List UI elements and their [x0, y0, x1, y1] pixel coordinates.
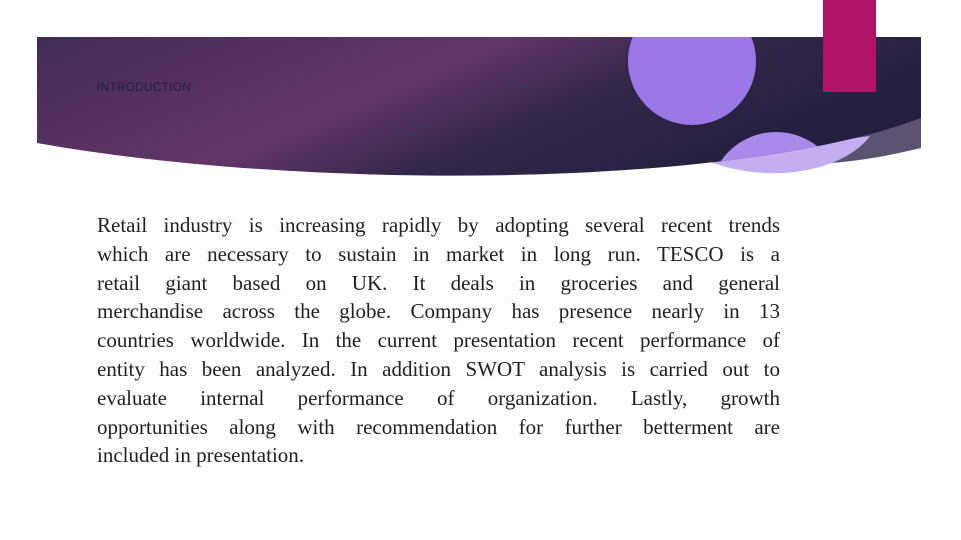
body-line: countries worldwide. In the current pres…	[97, 328, 780, 353]
body-line: entity has been analyzed. In addition SW…	[97, 356, 780, 381]
body-line: Retail industry is increasing rapidly by…	[97, 213, 780, 237]
body-line: included in presentation.	[97, 443, 305, 468]
body-line: opportunities along with recommendation …	[97, 414, 780, 439]
body-line: which are necessary to sustain in market…	[97, 241, 780, 266]
body-line: evaluate internal performance of organiz…	[97, 385, 780, 410]
accent-bar	[823, 0, 876, 92]
body-paragraph: Retail industry is increasing rapidly by…	[97, 211, 780, 470]
body-line: retail giant based on UK. It deals in gr…	[97, 270, 780, 295]
slide-title: INTRODUCTION	[97, 82, 192, 94]
gray-swoosh	[758, 105, 921, 165]
large-circle	[628, 37, 756, 125]
lavender-swoosh	[700, 136, 870, 174]
body-line: merchandise across the globe. Company ha…	[97, 299, 780, 324]
header-decoration	[37, 0, 921, 176]
